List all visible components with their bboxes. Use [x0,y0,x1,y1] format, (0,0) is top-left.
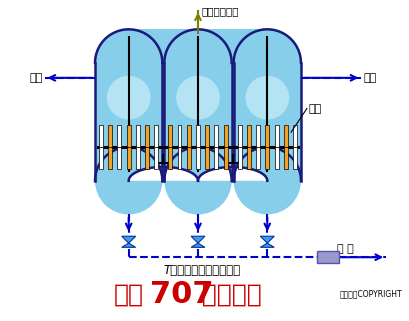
Text: 东方仿真COPYRIGHT: 东方仿真COPYRIGHT [340,289,402,298]
Polygon shape [234,29,301,63]
Bar [99,147,103,169]
Text: 化工: 化工 [114,282,144,307]
Bar [284,147,288,169]
Bar [129,29,198,63]
Bar [127,147,130,169]
Bar [265,126,269,147]
Bar [95,63,301,181]
Polygon shape [261,236,274,243]
Polygon shape [122,236,136,243]
Circle shape [95,147,162,214]
Bar [108,147,112,169]
Bar [214,147,218,169]
Bar [317,251,339,263]
Bar [205,126,209,147]
Bar [247,147,251,169]
Polygon shape [261,243,274,247]
Circle shape [245,76,289,119]
Text: 剩余污泥排放: 剩余污泥排放 [202,6,239,16]
Bar [168,147,172,169]
Bar [127,126,130,147]
Text: 出水: 出水 [363,73,377,83]
Bar [256,126,260,147]
Bar [178,126,182,147]
Circle shape [107,76,151,119]
Text: 出水: 出水 [29,73,43,83]
Polygon shape [191,236,205,243]
Bar [274,147,279,169]
Bar [155,126,158,147]
Polygon shape [95,29,162,63]
Bar [187,126,191,147]
Bar [256,147,260,169]
Bar [155,147,158,169]
Bar [224,147,228,169]
Bar [196,147,200,169]
Bar [136,126,140,147]
Polygon shape [129,167,198,181]
Bar [117,126,121,147]
Polygon shape [122,243,136,247]
Bar [293,126,297,147]
Polygon shape [164,29,231,63]
Bar [196,126,200,147]
Bar [224,126,228,147]
Bar [108,126,112,147]
Bar [117,147,121,169]
Bar [265,147,269,169]
Text: T型氧化沟系统工艺流程: T型氧化沟系统工艺流程 [163,265,240,277]
Text: 707: 707 [151,280,214,309]
Bar [205,147,209,169]
Polygon shape [191,243,205,247]
Bar [274,126,279,147]
Bar [214,126,218,147]
Polygon shape [198,167,267,181]
Text: 进 水: 进 水 [337,244,353,254]
Bar [198,29,267,63]
Bar [293,147,297,169]
Bar [187,147,191,169]
Bar [168,126,172,147]
Bar [238,147,242,169]
Circle shape [176,76,220,119]
Bar [145,126,149,147]
Bar [136,147,140,169]
Circle shape [234,147,301,214]
Text: 转刷: 转刷 [309,104,322,114]
Bar [284,126,288,147]
Bar [178,147,182,169]
Bar [145,147,149,169]
Bar [247,126,251,147]
Circle shape [164,147,231,214]
Bar [238,126,242,147]
Text: 剪辑制作: 剪辑制作 [193,282,262,307]
Bar [99,126,103,147]
